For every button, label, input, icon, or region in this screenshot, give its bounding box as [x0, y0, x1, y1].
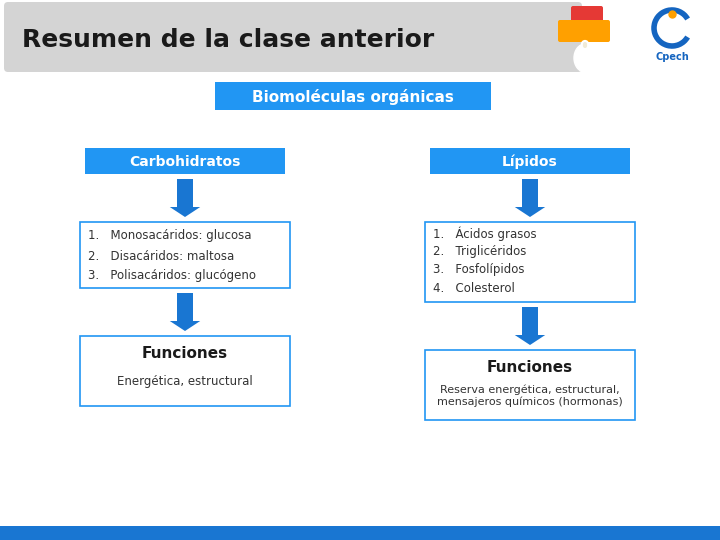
- Text: 1.   Ácidos grasos: 1. Ácidos grasos: [433, 227, 536, 241]
- Polygon shape: [170, 293, 200, 331]
- Text: Resumen de la clase anterior: Resumen de la clase anterior: [22, 28, 434, 52]
- Text: 2.   Triglicéridos: 2. Triglicéridos: [433, 246, 526, 259]
- Text: Funciones: Funciones: [487, 361, 573, 375]
- FancyBboxPatch shape: [425, 350, 635, 420]
- Text: Energética, estructural: Energética, estructural: [117, 375, 253, 388]
- Text: Funciones: Funciones: [142, 347, 228, 361]
- FancyBboxPatch shape: [80, 222, 290, 288]
- Text: Biomoléculas orgánicas: Biomoléculas orgánicas: [252, 89, 454, 105]
- Text: Reserva energética, estructural,
mensajeros químicos (hormonas): Reserva energética, estructural, mensaje…: [437, 384, 623, 407]
- FancyBboxPatch shape: [0, 526, 720, 540]
- FancyBboxPatch shape: [558, 20, 586, 42]
- Polygon shape: [515, 307, 545, 345]
- FancyBboxPatch shape: [582, 20, 610, 42]
- Polygon shape: [170, 179, 200, 217]
- Text: 3.   Fosfolípidos: 3. Fosfolípidos: [433, 264, 524, 276]
- FancyBboxPatch shape: [430, 148, 630, 174]
- Text: 1.   Monosacáridos: glucosa: 1. Monosacáridos: glucosa: [88, 230, 251, 242]
- FancyBboxPatch shape: [80, 336, 290, 406]
- Text: 4.   Colesterol: 4. Colesterol: [433, 281, 515, 294]
- Ellipse shape: [574, 44, 596, 72]
- Text: 2.   Disacáridos: maltosa: 2. Disacáridos: maltosa: [88, 249, 234, 262]
- Polygon shape: [515, 179, 545, 217]
- Text: Cpech: Cpech: [655, 52, 689, 62]
- FancyBboxPatch shape: [4, 2, 582, 72]
- Text: 3.   Polisacáridos: glucógeno: 3. Polisacáridos: glucógeno: [88, 269, 256, 282]
- FancyBboxPatch shape: [85, 148, 285, 174]
- FancyBboxPatch shape: [215, 82, 491, 110]
- FancyBboxPatch shape: [425, 222, 635, 302]
- Text: Lípidos: Lípidos: [502, 155, 558, 169]
- Text: Carbohidratos: Carbohidratos: [130, 155, 240, 169]
- FancyBboxPatch shape: [571, 6, 603, 26]
